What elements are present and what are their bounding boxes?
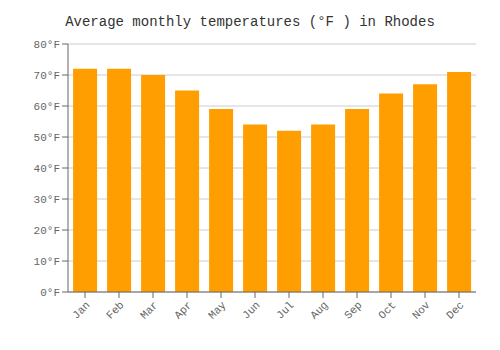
- svg-text:30°F: 30°F: [34, 194, 60, 206]
- svg-text:0°F: 0°F: [40, 287, 60, 299]
- svg-text:Nov: Nov: [410, 299, 433, 322]
- svg-text:50°F: 50°F: [34, 132, 60, 144]
- svg-text:Apr: Apr: [172, 299, 194, 321]
- svg-text:Feb: Feb: [104, 299, 126, 321]
- html-text:Average monthly temperatures (: Average monthly temperatures (°F ) in Rh…: [65, 14, 435, 30]
- svg-text:60°F: 60°F: [34, 101, 60, 113]
- svg-text:May: May: [206, 299, 229, 322]
- svg-text:Jun: Jun: [240, 299, 262, 321]
- svg-text:Aug: Aug: [308, 299, 330, 321]
- svg-text:Jan: Jan: [70, 299, 92, 321]
- svg-text:Dec: Dec: [444, 299, 466, 321]
- svg-text:70°F: 70°F: [34, 70, 60, 82]
- svg-text:40°F: 40°F: [34, 163, 60, 175]
- svg-text:Mar: Mar: [138, 299, 160, 321]
- svg-text:Jul: Jul: [274, 299, 296, 321]
- svg-text:10°F: 10°F: [34, 256, 60, 268]
- svg-text:Sep: Sep: [342, 299, 364, 321]
- svg-text:20°F: 20°F: [34, 225, 60, 237]
- svg-text:Oct: Oct: [376, 299, 398, 321]
- svg-text:80°F: 80°F: [34, 39, 60, 51]
